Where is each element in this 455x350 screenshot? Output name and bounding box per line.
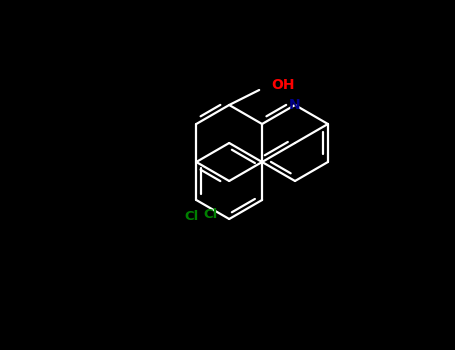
- Text: N: N: [289, 98, 301, 112]
- Text: Cl: Cl: [203, 208, 217, 220]
- Text: OH: OH: [271, 78, 295, 92]
- Text: Cl: Cl: [184, 210, 198, 223]
